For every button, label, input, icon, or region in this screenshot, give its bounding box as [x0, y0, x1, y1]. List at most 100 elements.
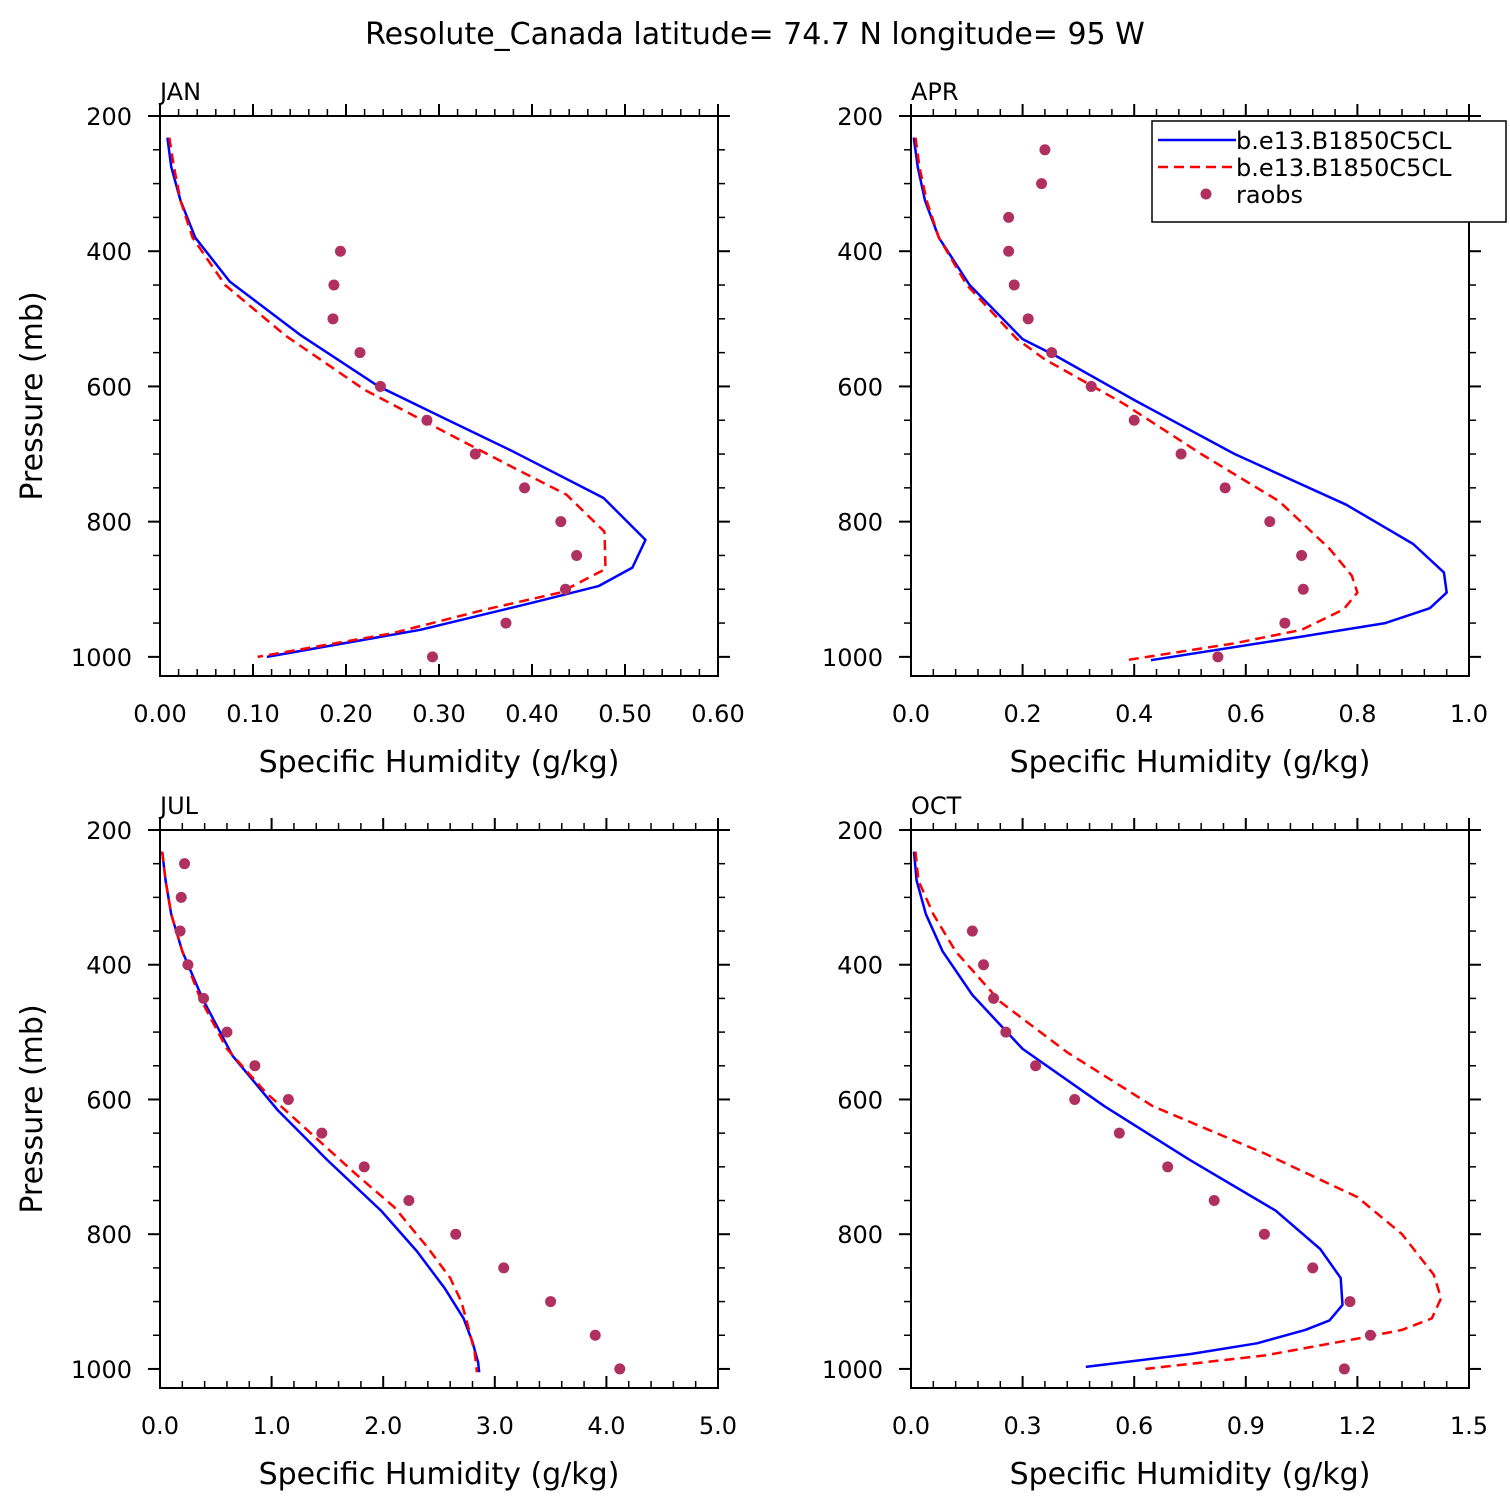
- raobs-point: [316, 1127, 328, 1139]
- raobs-point: [175, 891, 187, 903]
- model-dashed-line: [914, 851, 1443, 1371]
- x-tick-label: 0.3: [1004, 1412, 1042, 1440]
- raobs-point: [589, 1329, 601, 1341]
- raobs-point: [519, 482, 531, 494]
- y-axis-label: Pressure (mb): [15, 1004, 50, 1213]
- raobs-point: [978, 959, 990, 971]
- plot-frame: [910, 829, 1470, 1389]
- y-tick-label: 1000: [71, 644, 132, 672]
- raobs-point: [374, 380, 386, 392]
- x-tick-label: 1.2: [1338, 1412, 1376, 1440]
- plot-frame: [159, 829, 719, 1389]
- raobs-point: [403, 1195, 415, 1207]
- x-axis-label: Specific Humidity (g/kg): [1010, 1457, 1371, 1492]
- raobs-point: [334, 245, 346, 257]
- raobs-point: [1297, 583, 1309, 595]
- model-dashed-line: [168, 137, 607, 659]
- legend-label: b.e13.B1850C5CL: [1236, 154, 1452, 182]
- x-tick-label: 4.0: [587, 1412, 625, 1440]
- raobs-point: [182, 959, 194, 971]
- raobs-point: [1279, 617, 1291, 629]
- panel-label: JAN: [158, 78, 201, 106]
- y-tick-label: 400: [837, 952, 883, 980]
- y-tick-label: 1000: [822, 1356, 883, 1384]
- x-tick-label: 0.6: [1115, 1412, 1153, 1440]
- x-tick-label: 0.40: [505, 700, 558, 728]
- raobs-point: [1212, 651, 1224, 663]
- x-tick-label: 0.4: [1115, 700, 1153, 728]
- raobs-point: [328, 279, 340, 291]
- figure-title: Resolute_Canada latitude= 74.7 N longitu…: [365, 17, 1145, 52]
- x-tick-label: 0.0: [892, 700, 930, 728]
- x-tick-label: 1.0: [253, 1412, 291, 1440]
- raobs-point: [1003, 245, 1015, 257]
- y-tick-label: 200: [837, 103, 883, 131]
- model-dashed-line: [914, 137, 1359, 662]
- raobs-point: [327, 313, 339, 325]
- raobs-point: [555, 516, 567, 528]
- raobs-point: [426, 651, 438, 663]
- raobs-point: [179, 858, 191, 870]
- y-tick-label: 800: [86, 1221, 132, 1249]
- raobs-points: [174, 858, 626, 1375]
- raobs-point: [498, 1262, 510, 1274]
- y-tick-label: 600: [837, 1086, 883, 1114]
- x-tick-label: 0.2: [1004, 700, 1042, 728]
- raobs-point: [1364, 1329, 1376, 1341]
- raobs-point: [354, 347, 366, 359]
- raobs-point: [571, 549, 583, 561]
- raobs-point: [1008, 279, 1020, 291]
- raobs-point: [358, 1161, 370, 1173]
- raobs-points: [327, 245, 583, 663]
- y-tick-label: 400: [837, 238, 883, 266]
- raobs-point: [421, 414, 433, 426]
- panel-jan: JAN 0.00 0.10 0.20 0.30 0.40 0.50 0.60 Specific …: [15, 78, 745, 780]
- raobs-point: [1307, 1262, 1319, 1274]
- raobs-point: [500, 617, 512, 629]
- raobs-point: [1003, 211, 1015, 223]
- y-tick-label: 800: [837, 1221, 883, 1249]
- raobs-point: [1219, 482, 1231, 494]
- y-tick-label: 800: [837, 509, 883, 537]
- raobs-point: [1344, 1296, 1356, 1308]
- panel-oct: OCT 0.0 0.3 0.6 0.9 1.2 1.5 Specific Humidity (…: [822, 792, 1488, 1492]
- raobs-point: [1069, 1093, 1081, 1105]
- y-tick-label: 600: [86, 1086, 132, 1114]
- x-tick-label: 0.0: [892, 1412, 930, 1440]
- x-axis-label: Specific Humidity (g/kg): [1010, 745, 1371, 780]
- raobs-point: [174, 925, 186, 937]
- raobs-point: [1296, 549, 1308, 561]
- panel-label: OCT: [911, 792, 962, 820]
- raobs-point: [1085, 380, 1097, 392]
- x-tick-label: 3.0: [476, 1412, 514, 1440]
- raobs-point: [1030, 1060, 1042, 1072]
- raobs-point: [1039, 144, 1051, 156]
- y-tick-label: 200: [837, 817, 883, 845]
- raobs-point: [1046, 347, 1058, 359]
- legend-label: raobs: [1236, 181, 1303, 209]
- raobs-points: [966, 925, 1376, 1375]
- raobs-point: [1208, 1195, 1220, 1207]
- legend-marker-raobs: [1200, 188, 1212, 200]
- raobs-point: [559, 583, 571, 595]
- raobs-point: [1022, 313, 1034, 325]
- model-solid-line: [912, 851, 1344, 1369]
- y-tick-label: 1000: [822, 644, 883, 672]
- raobs-point: [1036, 178, 1048, 190]
- raobs-point: [1338, 1363, 1350, 1375]
- x-tick-label: 0.0: [141, 1412, 179, 1440]
- y-axis-label: Pressure (mb): [15, 291, 50, 500]
- y-tick-label: 200: [86, 103, 132, 131]
- raobs-point: [1128, 414, 1140, 426]
- panel-jul: JUL 0.0 1.0 2.0 3.0 4.0 5.0 Specific Humidity (…: [15, 792, 737, 1492]
- raobs-point: [1000, 1026, 1012, 1038]
- x-tick-label: 1.5: [1450, 1412, 1488, 1440]
- raobs-point: [198, 992, 210, 1004]
- raobs-point: [221, 1026, 233, 1038]
- x-tick-label: 0.60: [691, 700, 744, 728]
- raobs-point: [282, 1093, 294, 1105]
- x-tick-label: 0.30: [412, 700, 465, 728]
- x-tick-label: 5.0: [699, 1412, 737, 1440]
